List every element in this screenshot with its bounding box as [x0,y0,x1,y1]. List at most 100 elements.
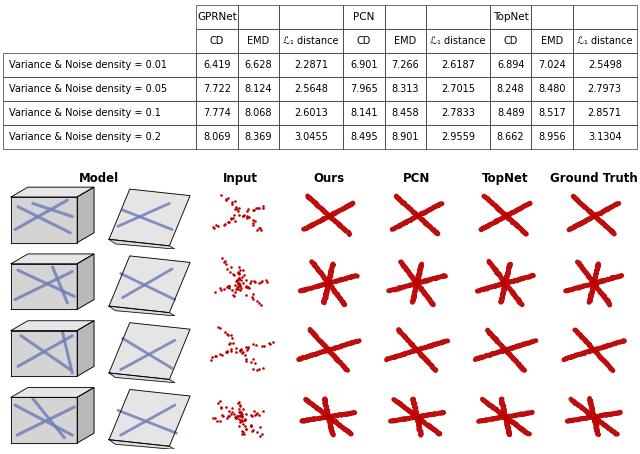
Point [224,284,234,291]
Point [234,398,244,405]
Point [234,276,244,283]
Point [227,405,237,412]
Point [254,365,264,372]
Point [241,355,251,362]
Point [221,196,231,203]
Point [235,347,245,354]
Point [234,270,244,277]
Point [227,335,237,342]
Point [238,429,248,436]
Point [240,351,250,359]
Point [234,279,244,286]
Point [220,329,230,336]
Point [255,423,265,430]
Point [248,206,258,213]
Point [223,283,233,290]
Point [220,221,230,228]
Point [215,417,225,424]
Point [225,332,236,339]
Point [243,284,253,291]
Point [219,258,229,265]
Point [232,283,242,290]
Point [241,425,251,432]
Point [215,397,225,404]
Point [237,418,247,425]
Point [217,352,227,359]
Point [229,212,239,219]
Point [230,414,240,421]
Point [248,277,259,284]
Point [234,415,244,423]
Point [227,201,237,208]
Point [230,198,240,205]
Point [257,430,267,438]
Point [237,350,248,357]
Point [230,288,240,296]
Point [234,264,244,271]
Point [229,410,239,417]
Point [227,287,237,294]
Point [227,410,237,417]
Point [248,222,258,229]
Point [243,344,253,351]
Point [221,404,232,411]
Point [234,212,244,219]
Point [246,423,256,430]
Point [226,214,236,222]
Point [241,358,252,365]
Point [223,413,234,420]
Point [232,277,243,285]
Point [231,348,241,355]
Polygon shape [109,189,190,246]
Point [236,409,246,416]
Point [233,281,243,288]
Point [234,405,244,413]
Point [231,414,241,421]
Point [231,285,241,292]
Point [262,279,272,286]
Point [257,202,268,209]
Point [258,364,268,371]
Point [248,295,259,302]
Point [244,279,255,286]
Point [232,206,242,213]
Polygon shape [109,323,190,380]
Point [254,224,264,232]
Point [211,222,221,229]
Point [234,269,244,276]
Point [250,278,260,286]
Point [248,340,258,348]
Point [247,293,257,301]
Point [212,417,223,424]
Polygon shape [11,321,94,331]
Point [230,203,241,211]
Point [227,198,237,206]
Point [238,348,248,355]
Point [240,415,250,423]
Point [246,359,257,366]
Point [238,212,248,220]
Point [224,282,234,290]
Point [239,417,250,424]
Point [264,340,275,347]
Point [233,283,243,290]
Point [234,411,244,419]
Point [258,408,268,415]
Polygon shape [77,254,94,309]
Point [255,432,266,439]
Point [268,338,278,345]
Point [235,266,245,273]
Point [234,279,244,286]
Point [210,414,220,421]
Text: Ground Truth: Ground Truth [550,173,638,185]
Point [252,226,262,233]
Point [225,216,236,223]
Point [223,331,233,338]
Point [241,343,251,350]
Point [236,417,246,424]
Point [233,270,243,277]
Point [205,356,216,363]
Point [237,413,247,420]
Point [234,274,244,281]
Polygon shape [77,388,94,443]
